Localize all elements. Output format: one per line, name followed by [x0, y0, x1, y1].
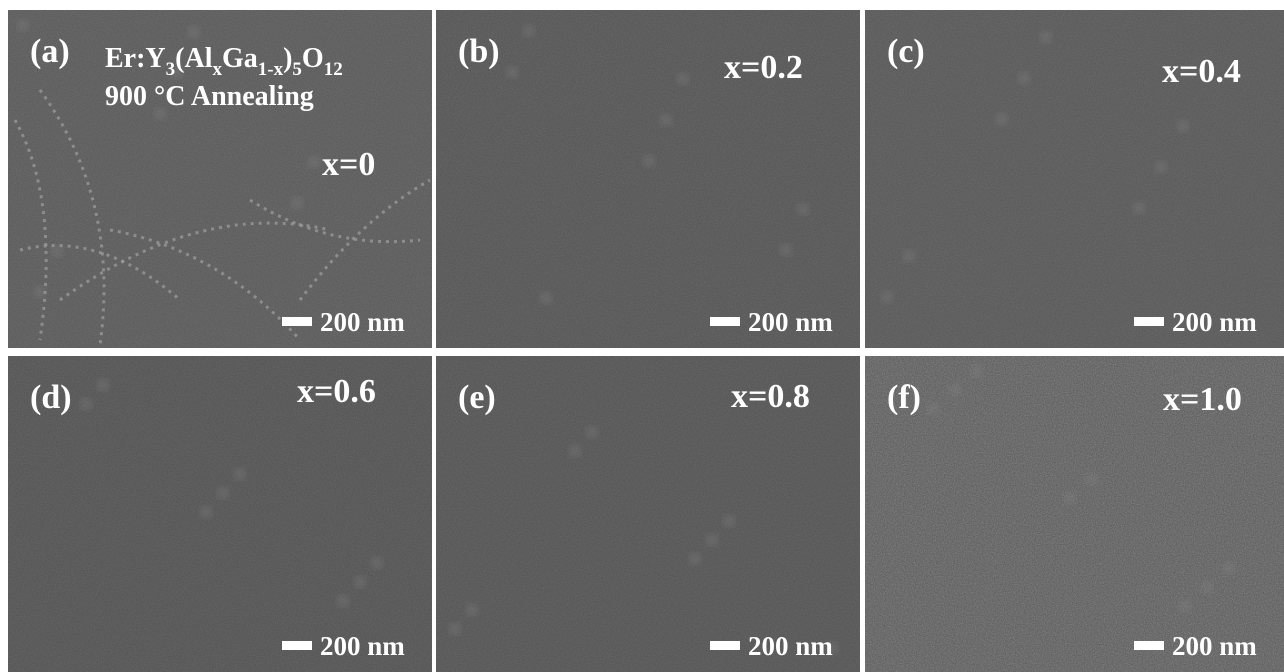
panel-label: (e) — [458, 379, 496, 416]
grain — [449, 623, 461, 635]
scale-bar — [1134, 641, 1164, 650]
grain — [927, 403, 939, 415]
formula-subscript: x — [212, 59, 222, 80]
grain — [569, 445, 581, 457]
composition-label: x=0.8 — [731, 378, 810, 415]
composition-label: x=0 — [322, 146, 375, 183]
page: (a) x=0 200 nm (b) x=0.2 200 nm (c) x=0.4 200 nm… — [0, 0, 1284, 672]
grain — [506, 66, 518, 78]
sem-panel: (d) x=0.6 200 nm — [8, 356, 432, 672]
grain — [17, 19, 29, 31]
figure: (a) x=0 200 nm (b) x=0.2 200 nm (c) x=0.4 200 nm… — [0, 0, 1284, 672]
panels: (a) x=0 200 nm (b) x=0.2 200 nm (c) x=0.4 200 nm… — [8, 10, 1284, 672]
grain — [308, 156, 320, 168]
grain — [337, 595, 349, 607]
formula-text: (Al — [175, 43, 213, 74]
panel-label: (c) — [887, 33, 925, 70]
formula-text: Er:Y — [105, 43, 166, 74]
grain — [797, 203, 809, 215]
grain — [660, 114, 672, 126]
scale-bar-label: 200 nm — [320, 307, 405, 337]
composition-label: x=1.0 — [1163, 381, 1242, 418]
sem-panel: (e) x=0.8 200 nm — [436, 356, 860, 672]
scale-bar — [710, 317, 740, 326]
grain — [689, 553, 701, 565]
formula-subscript: 3 — [166, 59, 176, 80]
scale-bar — [710, 641, 740, 650]
grain — [523, 25, 535, 37]
grain — [540, 292, 552, 304]
scale-bar-label: 200 nm — [748, 631, 833, 661]
grain — [881, 291, 893, 303]
grain — [949, 384, 961, 396]
formula-subscript: 1-x — [258, 59, 284, 80]
scale-bar-label: 200 nm — [748, 307, 833, 337]
composition-label: x=0.6 — [297, 373, 376, 410]
grain — [780, 244, 792, 256]
panel-label: (b) — [458, 33, 500, 70]
grain — [996, 113, 1008, 125]
formula-text: Ga — [222, 43, 258, 74]
panel-label: (a) — [30, 33, 70, 70]
grain — [1177, 120, 1189, 132]
formula-subscript: 5 — [292, 59, 302, 80]
grain — [1179, 600, 1191, 612]
grain — [1201, 581, 1213, 593]
grain — [1133, 202, 1145, 214]
scale-bar-label: 200 nm — [320, 631, 405, 661]
grain — [1040, 31, 1052, 43]
grain — [234, 468, 246, 480]
sem-panel: (b) x=0.2 200 nm — [436, 10, 860, 348]
composition-label: x=0.4 — [1162, 53, 1241, 90]
grain — [586, 426, 598, 438]
scale-bar — [282, 317, 312, 326]
annealing-label: 900 °C Annealing — [105, 81, 314, 112]
sem-panel: (c) x=0.4 200 nm — [865, 10, 1284, 348]
grain — [466, 604, 478, 616]
formula-text: ) — [283, 43, 292, 74]
grain — [903, 250, 915, 262]
grain — [971, 365, 983, 377]
scale-bar — [282, 641, 312, 650]
formula-subscript: 12 — [324, 59, 343, 80]
grain — [706, 534, 718, 546]
grain — [80, 398, 92, 410]
grain — [97, 379, 109, 391]
grain — [1064, 492, 1076, 504]
sem-panel: (f) x=1.0 200 nm — [865, 356, 1284, 672]
grain — [723, 515, 735, 527]
grain — [677, 73, 689, 85]
grain — [1223, 562, 1235, 574]
grain — [643, 155, 655, 167]
composition-label: x=0.2 — [724, 49, 803, 86]
grain — [217, 487, 229, 499]
grain — [1086, 473, 1098, 485]
grain — [1018, 72, 1030, 84]
grain — [200, 506, 212, 518]
panel-label: (d) — [30, 379, 72, 416]
scale-bar — [1134, 317, 1164, 326]
scale-bar-label: 200 nm — [1172, 631, 1257, 661]
grain — [1155, 161, 1167, 173]
scale-bar-label: 200 nm — [1172, 307, 1257, 337]
formula-text: O — [302, 43, 324, 74]
grain — [188, 26, 200, 38]
grain — [291, 197, 303, 209]
grain — [371, 557, 383, 569]
grain — [354, 576, 366, 588]
panel-label: (f) — [887, 379, 921, 416]
